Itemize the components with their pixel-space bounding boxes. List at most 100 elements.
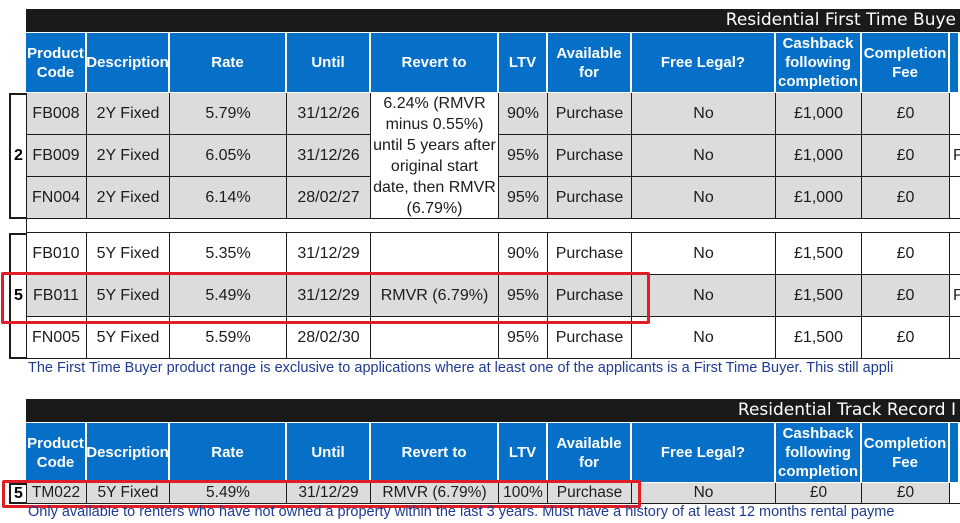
cell-legal: No [632, 233, 776, 275]
cell-avail: Purchase [548, 317, 632, 359]
divider [26, 232, 960, 233]
header-avail: Available for [548, 423, 632, 482]
cell-until: 31/12/26 [287, 135, 371, 177]
cell-until: 31/12/26 [287, 93, 371, 135]
header-revert: Revert to [371, 33, 499, 92]
header-revert: Revert to [371, 423, 499, 482]
cell-code: FN004 [26, 177, 87, 219]
cell-legal: No [632, 483, 776, 504]
divider [26, 483, 27, 504]
cell-ltv: 95% [499, 177, 548, 219]
cell-rate: 6.14% [170, 177, 287, 219]
cell-ltv: 95% [499, 135, 548, 177]
cell-fee: £0 [862, 233, 950, 275]
cell-ltv: 95% [499, 317, 548, 359]
cell-cashback: £1,000 [776, 93, 862, 135]
header-until: Until [287, 423, 371, 482]
cell-legal: No [632, 135, 776, 177]
cell-until: 28/02/30 [287, 317, 371, 359]
cell-code: TM022 [26, 483, 87, 504]
header-legal: Free Legal? [632, 33, 776, 92]
group-label-2yr: 2 [9, 93, 26, 219]
highlight-fb011 [1, 272, 650, 324]
header-rate: Rate [170, 33, 287, 92]
cell-desc: 5Y Fixed [87, 317, 170, 359]
header-avail: Available for [548, 33, 632, 92]
cell-desc: 2Y Fixed [87, 93, 170, 135]
cell-avail: Purchase [548, 135, 632, 177]
cell-until: 31/12/29 [287, 233, 371, 275]
cell-until: 31/12/29 [287, 483, 371, 504]
header-cashback: Cashback following completion [776, 423, 862, 482]
cell-fee: £0 [862, 275, 950, 317]
cell-desc: 5Y Fixed [87, 275, 170, 317]
table1-title: Residential First Time Buye [26, 9, 960, 32]
cell-rate: 6.05% [170, 135, 287, 177]
header-legal: Free Legal? [632, 423, 776, 482]
header-desc: Description [86, 423, 170, 482]
cell-extra [950, 233, 960, 275]
cell-fee: £0 [862, 317, 950, 359]
cell-rate: 5.59% [170, 317, 287, 359]
cell-until: 28/02/27 [287, 177, 371, 219]
header-fee: Completion Fee [862, 33, 950, 92]
divider [26, 93, 27, 359]
cell-extra [950, 483, 960, 504]
cell-avail: Purchase [548, 233, 632, 275]
cell-code: FB008 [26, 93, 87, 135]
cell-cashback: £1,000 [776, 135, 862, 177]
cell-desc: 2Y Fixed [87, 135, 170, 177]
cell-fee: £0 [862, 483, 950, 504]
cell-extra [950, 93, 960, 135]
cell-revert: RMVR (6.79%) [371, 483, 499, 504]
revert-note-2yr: 6.24% (RMVR minus 0.55%) until 5 years a… [371, 93, 499, 219]
table1-footnote: The First Time Buyer product range is ex… [28, 360, 894, 376]
cell-avail: Purchase [548, 483, 632, 504]
cell-avail: Purchase [548, 177, 632, 219]
cell-ltv: 100% [499, 483, 548, 504]
table2-footnote: Only available to renters who have not o… [28, 504, 895, 520]
cell-cashback: £1,500 [776, 275, 862, 317]
cell-extra: P [950, 275, 960, 317]
cell-revert: RMVR (6.79%) [371, 275, 499, 317]
cell-desc: 5Y Fixed [87, 233, 170, 275]
cell-cashback: £1,000 [776, 177, 862, 219]
cell-code: FN005 [26, 317, 87, 359]
cell-cashback: £0 [776, 483, 862, 504]
cell-revert [371, 317, 499, 359]
cell-rate: 5.35% [170, 233, 287, 275]
table2-title: Residential Track Record I [26, 399, 960, 422]
cell-cashback: £1,500 [776, 317, 862, 359]
header-ltv: LTV [499, 423, 548, 482]
cell-extra: P [950, 135, 960, 177]
header-ltv: LTV [499, 33, 548, 92]
header-extra-column [950, 33, 960, 92]
cell-desc: 2Y Fixed [87, 177, 170, 219]
cell-rate: 5.79% [170, 93, 287, 135]
cell-cashback: £1,500 [776, 233, 862, 275]
cell-ltv: 95% [499, 275, 548, 317]
cell-desc: 5Y Fixed [87, 483, 170, 504]
cell-rate: 5.49% [170, 483, 287, 504]
header-until: Until [287, 33, 371, 92]
cell-fee: £0 [862, 177, 950, 219]
cell-code: FB009 [26, 135, 87, 177]
cell-ltv: 90% [499, 93, 548, 135]
header-fee: Completion Fee [862, 423, 950, 482]
header-code: Product Code [26, 33, 87, 92]
header-rate: Rate [170, 423, 287, 482]
header-code: Product Code [26, 423, 87, 482]
cell-extra [950, 177, 960, 219]
highlight-tm022 [2, 480, 641, 508]
cell-revert [371, 233, 499, 275]
cell-extra [950, 317, 960, 359]
header-cashback: Cashback following completion [776, 33, 862, 92]
header-desc: Description [86, 33, 170, 92]
cell-avail: Purchase [548, 275, 632, 317]
cell-legal: No [632, 93, 776, 135]
group-label-track: 5 [9, 483, 26, 504]
cell-fee: £0 [862, 135, 950, 177]
header-extra-column [950, 423, 960, 482]
cell-ltv: 90% [499, 233, 548, 275]
cell-until: 31/12/29 [287, 275, 371, 317]
